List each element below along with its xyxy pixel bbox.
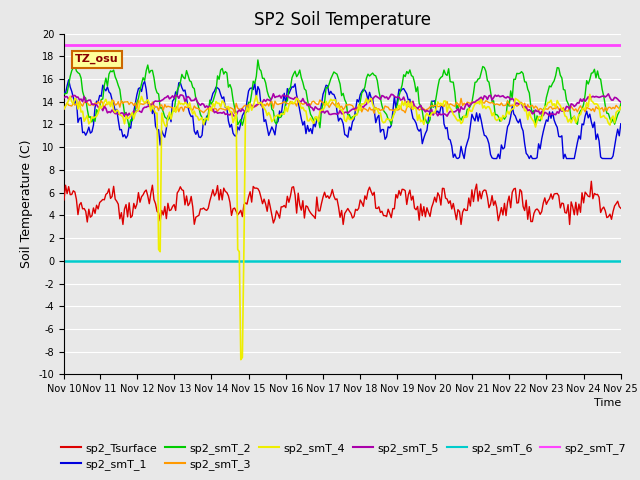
Text: TZ_osu: TZ_osu (75, 54, 119, 64)
Text: Time: Time (593, 398, 621, 408)
Y-axis label: Soil Temperature (C): Soil Temperature (C) (20, 140, 33, 268)
Legend: sp2_Tsurface, sp2_smT_1, sp2_smT_2, sp2_smT_3, sp2_smT_4, sp2_smT_5, sp2_smT_6, : sp2_Tsurface, sp2_smT_1, sp2_smT_2, sp2_… (57, 438, 631, 474)
Title: SP2 Soil Temperature: SP2 Soil Temperature (254, 11, 431, 29)
